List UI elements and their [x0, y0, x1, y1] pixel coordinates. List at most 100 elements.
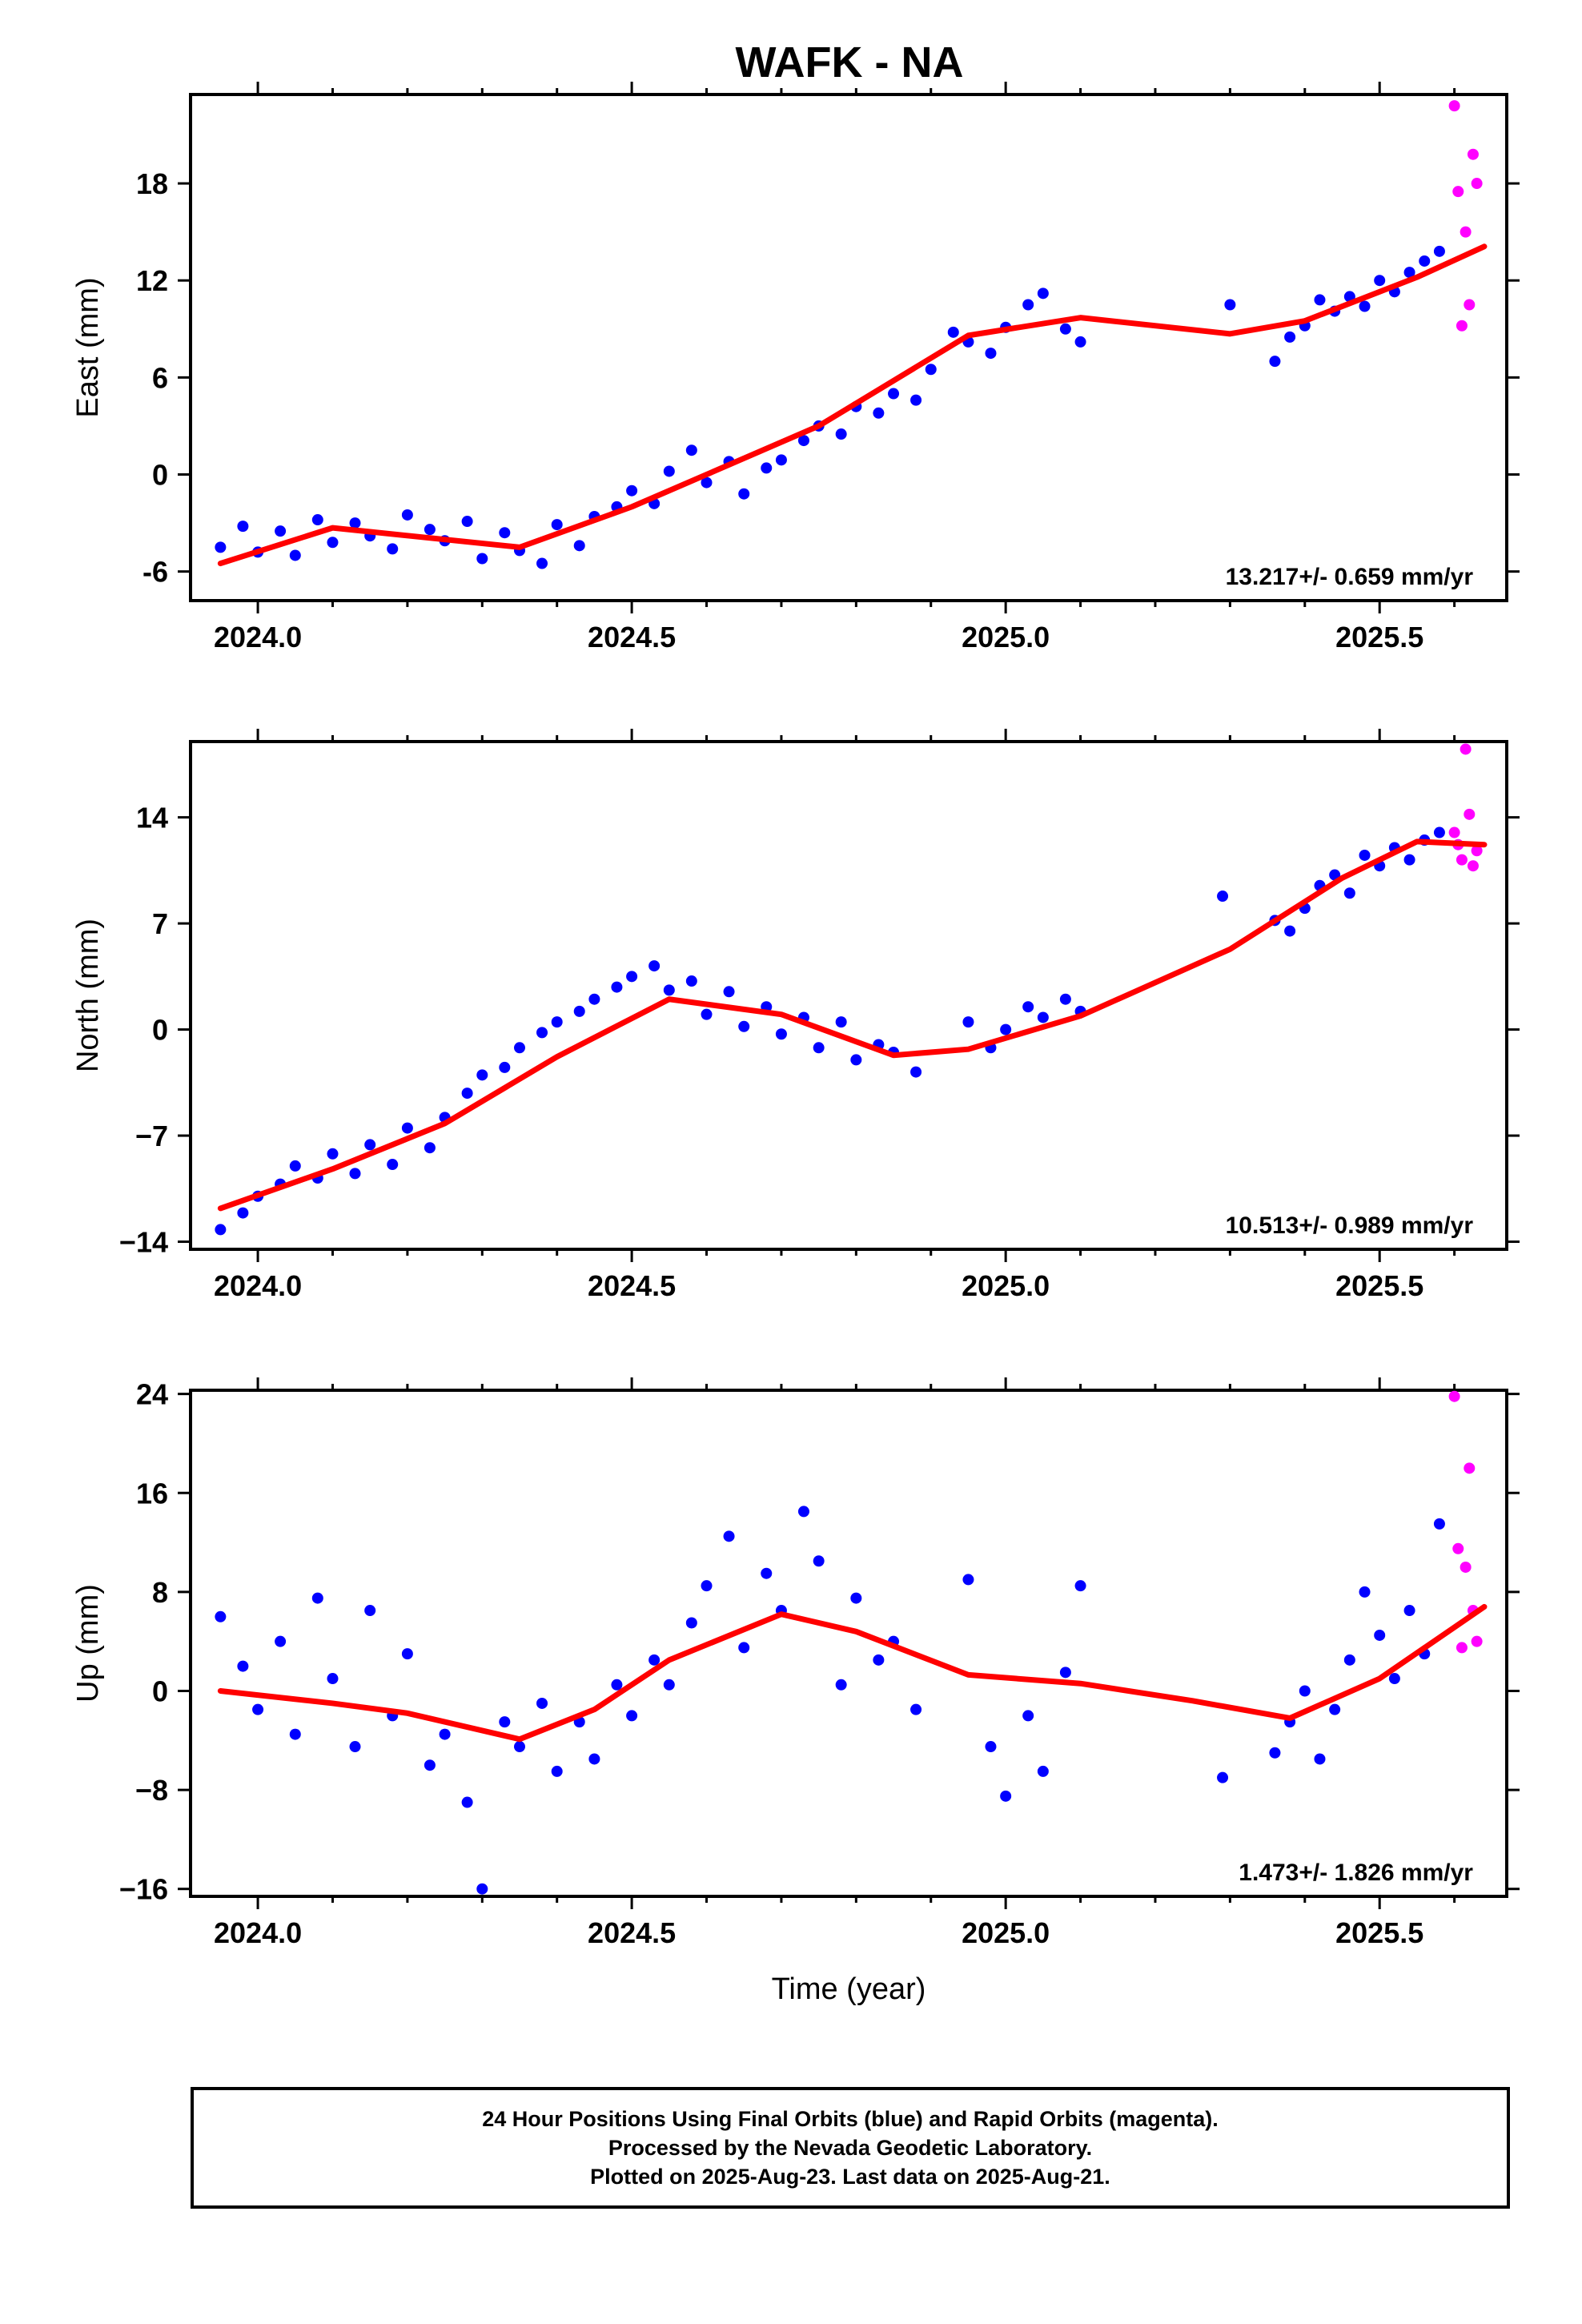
north-rate-label: 10.513+/- 0.989 mm/yr: [1226, 1212, 1474, 1239]
east-final-point: [1022, 299, 1034, 311]
up-final-point: [835, 1679, 847, 1691]
up-final-point: [499, 1716, 511, 1728]
up-final-point: [626, 1710, 638, 1722]
north-final-point: [1037, 1011, 1049, 1023]
up-final-point: [1314, 1753, 1326, 1765]
east-rapid-point: [1464, 299, 1476, 311]
east-final-point: [1403, 267, 1415, 279]
north-final-point: [476, 1069, 488, 1081]
north-final-point: [1000, 1023, 1012, 1035]
east-final-point: [387, 543, 399, 555]
north-x-tick-label: 2024.0: [214, 1269, 302, 1302]
up-final-point: [1217, 1771, 1229, 1783]
up-x-tick-label: 2025.0: [962, 1916, 1050, 1949]
east-final-point: [536, 557, 548, 569]
footer-line-plotted: Plotted on 2025-Aug-23. Last data on 202…: [590, 2165, 1110, 2189]
footer-line-orbits: 24 Hour Positions Using Final Orbits (bl…: [482, 2107, 1219, 2131]
east-final-point: [461, 516, 473, 528]
up-final-point: [648, 1654, 661, 1666]
north-final-point: [685, 975, 697, 987]
east-final-point: [761, 462, 773, 474]
up-final-point: [1433, 1518, 1445, 1530]
up-final-point: [252, 1703, 264, 1715]
north-final-point: [327, 1148, 339, 1160]
up-final-point: [701, 1580, 713, 1592]
east-final-point: [215, 541, 227, 553]
north-rapid-point: [1448, 826, 1460, 838]
north-final-point: [663, 984, 675, 996]
north-final-point: [1403, 854, 1415, 866]
east-final-point: [289, 549, 301, 561]
north-final-point: [401, 1122, 413, 1134]
up-final-point: [1359, 1586, 1371, 1598]
up-final-point: [588, 1753, 600, 1765]
north-final-point: [289, 1160, 301, 1172]
up-fit-curve: [217, 1603, 1488, 1743]
north-final-point: [499, 1061, 511, 1073]
east-y-axis-label: East (mm): [71, 277, 105, 417]
north-final-point: [910, 1066, 922, 1078]
north-x-tick-label: 2025.5: [1335, 1269, 1423, 1302]
east-final-point: [476, 553, 488, 565]
north-y-axis-label: North (mm): [71, 919, 105, 1072]
up-final-point: [813, 1555, 825, 1567]
east-final-point: [1059, 323, 1071, 335]
north-final-point: [424, 1142, 436, 1154]
east-rapid-point: [1452, 186, 1464, 198]
up-final-point: [685, 1617, 697, 1629]
east-final-point: [424, 524, 436, 536]
up-final-point: [349, 1741, 361, 1753]
east-panel: 2024.0 2024.5 2025.0 2025.5 -6 0 6 12 18 East (mm…: [71, 82, 1520, 653]
up-final-point: [1374, 1629, 1386, 1641]
east-final-point: [985, 348, 997, 360]
east-final-point: [910, 394, 922, 406]
north-final-point: [215, 1224, 227, 1236]
north-y-tick-label: 7: [152, 907, 168, 940]
north-final-point: [387, 1159, 399, 1171]
north-final-point: [461, 1088, 473, 1100]
north-final-point: [237, 1207, 249, 1219]
footer-caption-box: 24 Hour Positions Using Final Orbits (bl…: [191, 2087, 1510, 2209]
up-final-point: [551, 1765, 563, 1777]
east-x-tick-label: 2025.5: [1335, 621, 1423, 653]
up-rate-label: 1.473+/- 1.826 mm/yr: [1239, 1860, 1473, 1886]
east-rapid-point: [1456, 320, 1468, 332]
up-final-point: [461, 1796, 473, 1808]
north-rapid-point: [1471, 845, 1483, 857]
east-final-point: [311, 514, 323, 526]
up-final-point: [1022, 1710, 1034, 1722]
north-y-tick-label: −7: [135, 1120, 168, 1152]
up-final-point: [1269, 1747, 1281, 1759]
east-fit-curve: [217, 243, 1488, 567]
east-final-point: [835, 428, 847, 440]
north-fit-curve: [217, 838, 1488, 1212]
up-final-point: [237, 1660, 249, 1672]
north-rapid-point: [1456, 854, 1468, 866]
east-final-point: [1269, 356, 1281, 368]
north-final-point: [1433, 826, 1445, 838]
north-final-point: [1343, 887, 1355, 899]
north-final-point: [588, 993, 600, 1005]
east-final-point: [947, 326, 959, 338]
up-final-point: [663, 1679, 675, 1691]
chart-title: WAFK - NA: [736, 38, 964, 86]
north-final-point: [850, 1054, 862, 1066]
up-rapid-point: [1452, 1542, 1464, 1554]
north-final-point: [1217, 891, 1229, 903]
east-final-point: [1374, 275, 1386, 287]
up-x-tick-label: 2025.5: [1335, 1916, 1423, 1949]
north-final-point: [701, 1008, 713, 1020]
north-final-point: [835, 1016, 847, 1028]
up-rapid-point: [1448, 1390, 1460, 1402]
footer-line-processed: Processed by the Nevada Geodetic Laborat…: [608, 2136, 1093, 2160]
up-final-point: [761, 1567, 773, 1579]
north-final-point: [738, 1020, 750, 1032]
east-final-point: [1074, 336, 1086, 348]
north-final-point: [648, 960, 661, 972]
north-final-point: [1359, 849, 1371, 861]
up-final-point: [797, 1506, 809, 1518]
east-final-point: [626, 485, 638, 497]
east-frame: [189, 93, 1508, 602]
up-frame: [189, 1389, 1508, 1898]
